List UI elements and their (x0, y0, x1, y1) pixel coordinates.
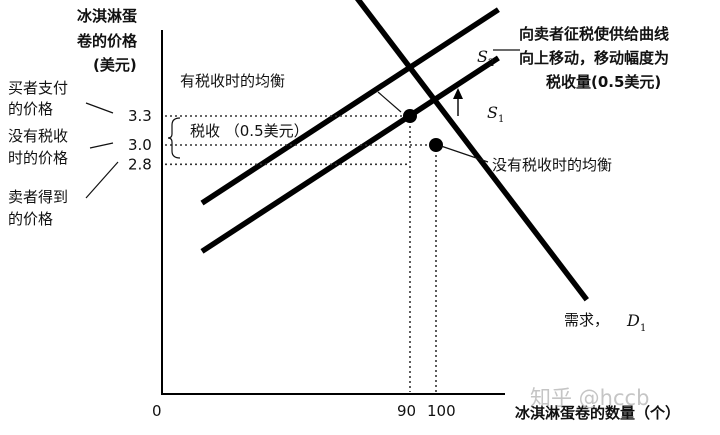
buyer-price-leader (85, 102, 114, 114)
equilibrium-no-tax-leader (440, 145, 489, 163)
seller-price-label-1: 卖者得到 (8, 188, 68, 206)
equilibrium-no-tax-label: 没有税收时的均衡 (492, 156, 612, 174)
supply-curve-1-subscript: 1 (498, 114, 504, 125)
demand-curve-label: D (626, 311, 640, 330)
x-axis-title: 冰淇淋蛋卷的数量（个） (515, 404, 680, 422)
equilibrium-no-tax-point (429, 138, 443, 153)
x-tick-label-1: 100 (427, 402, 456, 420)
y-axis-title-line-2: 卷的价格 (76, 32, 138, 50)
demand-label: 需求， (564, 311, 609, 329)
origin-label: 0 (152, 402, 162, 420)
tax-label: 税收 （0.5美元） (190, 122, 309, 140)
supply-curve-2-subscript: 2 (488, 58, 494, 69)
y-tick-label-2: 2.8 (128, 155, 152, 173)
y-tick-label-1: 3.0 (128, 136, 152, 154)
supply-curve-2-label: S (477, 47, 488, 66)
x-tick-label-0: 90 (397, 402, 416, 420)
buyer-price-label-1: 买者支付 (8, 79, 68, 97)
shift-note-line-3: 税收量(0.5美元) (546, 73, 661, 91)
supply-curve-1 (200, 55, 500, 254)
no-tax-price-leader (89, 142, 114, 149)
buyer-price-label-2: 的价格 (8, 100, 53, 118)
demand-curve-subscript: 1 (640, 323, 646, 334)
y-axis-title-line-3: (美元) (93, 56, 137, 74)
supply-curve-1-label: S (487, 103, 498, 122)
no-tax-price-label-1: 没有税收 (8, 127, 68, 145)
watermark: 知乎 @hccb (530, 386, 649, 410)
demand-curve (355, 0, 589, 302)
equilibrium-with-tax-point (403, 109, 417, 123)
y-tick-label-0: 3.3 (128, 107, 152, 125)
supply-curve-2 (200, 7, 500, 206)
shift-note-line-1: 向卖者征税使供给曲线 (519, 25, 669, 43)
equilibrium-with-tax-label: 有税收时的均衡 (180, 72, 285, 90)
shift-note-line-2: 向上移动，移动幅度为 (519, 49, 669, 67)
equilibrium-with-tax-leader (377, 91, 402, 113)
upward-shift-arrow-head (453, 88, 463, 99)
no-tax-price-label-2: 时的价格 (8, 149, 68, 167)
seller-price-label-2: 的价格 (8, 210, 53, 228)
tax-brace (167, 117, 181, 159)
seller-price-leader (85, 161, 119, 199)
y-axis-title-line-1: 冰淇淋蛋 (77, 7, 137, 25)
